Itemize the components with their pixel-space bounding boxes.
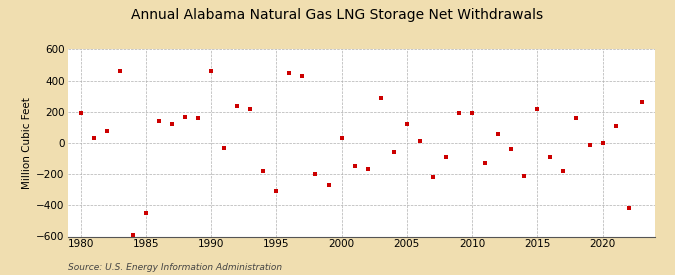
Point: [597, 141, 608, 145]
Point: [388, 150, 399, 155]
Point: [414, 139, 425, 144]
Point: [128, 233, 138, 237]
Point: [375, 96, 386, 100]
Point: [545, 155, 556, 159]
Point: [192, 116, 203, 120]
Point: [519, 174, 530, 178]
Point: [480, 161, 491, 166]
Point: [323, 183, 334, 187]
Point: [558, 169, 569, 173]
Point: [336, 136, 347, 141]
Text: Annual Alabama Natural Gas LNG Storage Net Withdrawals: Annual Alabama Natural Gas LNG Storage N…: [132, 8, 543, 22]
Point: [532, 106, 543, 111]
Point: [232, 103, 242, 108]
Point: [466, 111, 477, 116]
Point: [114, 69, 125, 73]
Point: [402, 122, 412, 127]
Point: [140, 211, 151, 215]
Point: [310, 172, 321, 176]
Point: [610, 124, 621, 128]
Point: [454, 111, 464, 116]
Point: [427, 175, 438, 180]
Point: [219, 145, 230, 150]
Point: [441, 155, 452, 159]
Point: [362, 167, 373, 172]
Point: [637, 100, 647, 105]
Point: [571, 116, 582, 120]
Point: [584, 142, 595, 147]
Point: [506, 147, 516, 152]
Point: [258, 169, 269, 173]
Point: [101, 128, 112, 133]
Point: [153, 119, 164, 123]
Point: [75, 111, 86, 116]
Point: [245, 106, 256, 111]
Point: [623, 206, 634, 211]
Point: [88, 136, 99, 141]
Point: [297, 74, 308, 78]
Text: Source: U.S. Energy Information Administration: Source: U.S. Energy Information Administ…: [68, 263, 281, 272]
Point: [167, 122, 178, 127]
Point: [271, 189, 281, 194]
Point: [284, 71, 295, 75]
Y-axis label: Million Cubic Feet: Million Cubic Feet: [22, 97, 32, 189]
Point: [206, 69, 217, 73]
Point: [180, 114, 190, 119]
Point: [349, 164, 360, 169]
Point: [493, 131, 504, 136]
